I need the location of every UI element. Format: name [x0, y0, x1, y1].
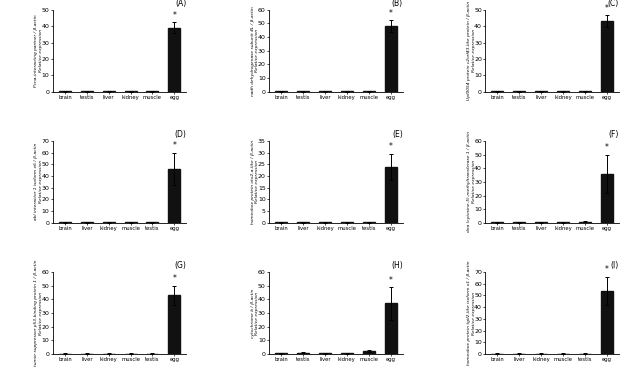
Bar	[341, 91, 353, 92]
Bar	[297, 352, 309, 354]
Y-axis label: nadh dehydrogenase subunit 4L / β-actin
Relative expression: nadh dehydrogenase subunit 4L / β-actin …	[251, 6, 259, 96]
Bar	[363, 351, 374, 354]
Bar	[146, 91, 159, 92]
Y-axis label: cytochrome b / β-actin
Relative expression: cytochrome b / β-actin Relative expressi…	[251, 288, 259, 338]
Bar	[169, 28, 180, 92]
Bar	[297, 91, 309, 92]
Bar	[124, 91, 137, 92]
Text: *: *	[172, 274, 176, 283]
Text: *: *	[172, 11, 176, 19]
Bar	[275, 222, 287, 223]
Bar	[535, 91, 547, 92]
Bar	[341, 353, 353, 354]
Bar	[103, 91, 114, 92]
Bar	[319, 91, 331, 92]
Y-axis label: homeobox protein otx2-a-like / β-actin
Relative expression: homeobox protein otx2-a-like / β-actin R…	[251, 140, 259, 224]
Bar	[384, 166, 397, 223]
Bar	[59, 91, 71, 92]
Bar	[601, 21, 613, 92]
Text: (B): (B)	[391, 0, 402, 8]
Text: (A): (A)	[175, 0, 187, 8]
Bar	[297, 222, 309, 223]
Bar	[319, 353, 331, 354]
Text: *: *	[389, 142, 392, 151]
Bar	[341, 222, 353, 223]
Bar	[275, 353, 287, 354]
Bar	[601, 291, 613, 354]
Bar	[275, 91, 287, 92]
Bar	[579, 91, 591, 92]
Bar	[319, 222, 331, 223]
Text: (C): (C)	[608, 0, 619, 8]
Text: (G): (G)	[175, 261, 187, 270]
Text: *: *	[605, 143, 609, 152]
Text: (H): (H)	[391, 261, 402, 270]
Y-axis label: Pcna-interacting partner / β-actin
Relative expression: Pcna-interacting partner / β-actin Relat…	[34, 14, 43, 87]
Text: (E): (E)	[392, 130, 402, 139]
Bar	[557, 91, 569, 92]
Text: *: *	[389, 9, 392, 18]
Y-axis label: dna (cytosine-5)-methyltransferase 1 / β-actin
Relative expression: dna (cytosine-5)-methyltransferase 1 / β…	[467, 131, 476, 232]
Y-axis label: tumor suppressor p53-binding protein 1 / β-actin
Relative expression: tumor suppressor p53-binding protein 1 /…	[34, 260, 43, 366]
Bar	[169, 169, 180, 223]
Bar	[384, 303, 397, 354]
Bar	[169, 295, 180, 354]
Y-axis label: homeobox protein tgif2-like isoform x1 / β-actin
Relative expression: homeobox protein tgif2-like isoform x1 /…	[467, 261, 476, 365]
Bar	[491, 91, 503, 92]
Bar	[81, 91, 93, 92]
Bar	[513, 91, 526, 92]
Text: (D): (D)	[175, 130, 187, 139]
Y-axis label: Upf0054 protein c2orf43-like protein / β-actin
Relative expression: Upf0054 protein c2orf43-like protein / β…	[467, 1, 476, 100]
Bar	[601, 173, 613, 223]
Text: *: *	[605, 4, 609, 13]
Bar	[363, 91, 374, 92]
Bar	[363, 222, 374, 223]
Text: *: *	[172, 141, 176, 150]
Text: *: *	[389, 275, 392, 285]
Text: (I): (I)	[611, 261, 619, 270]
Text: *: *	[605, 265, 609, 274]
Bar	[384, 26, 397, 92]
Bar	[579, 222, 591, 223]
Y-axis label: abl interactor 1 isoform x6 / β-actin
Relative expression: abl interactor 1 isoform x6 / β-actin Re…	[34, 143, 43, 221]
Text: (F): (F)	[608, 130, 619, 139]
